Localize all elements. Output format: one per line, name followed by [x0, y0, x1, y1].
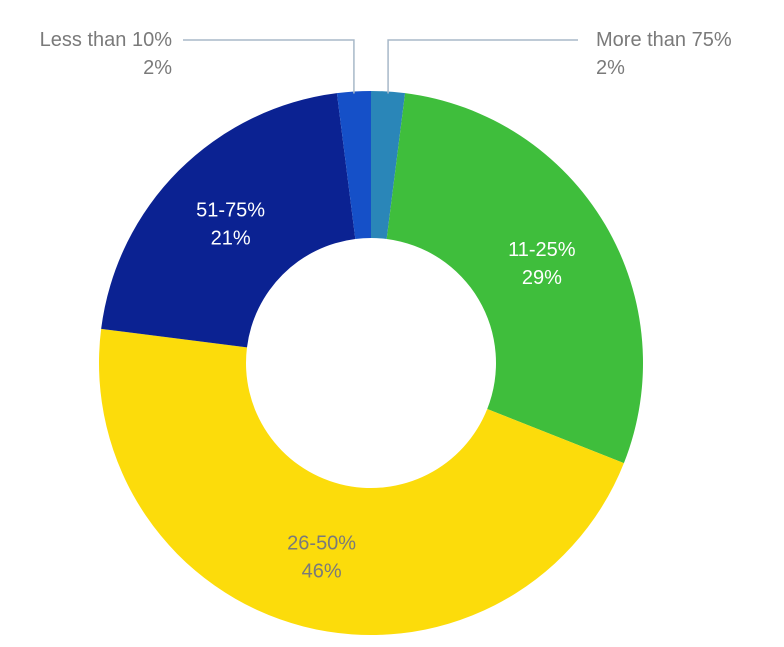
donut-segment	[371, 91, 406, 239]
value-label: 2%	[596, 57, 625, 79]
slice-label: 51-75%	[196, 200, 265, 222]
slice-label: More than 75%	[596, 29, 732, 51]
value-label: 2%	[143, 57, 172, 79]
value-label: 29%	[522, 267, 562, 289]
slice-label: 26-50%	[287, 532, 356, 554]
leader-line	[183, 39, 355, 94]
slice-label: 11-25%	[508, 239, 576, 261]
donut-segment	[99, 328, 624, 636]
donut-segment	[336, 91, 371, 239]
leader-line	[387, 39, 578, 94]
value-label: 46%	[302, 560, 342, 582]
value-label: 21%	[211, 228, 251, 250]
donut-segment	[101, 93, 356, 348]
slice-label: Less than 10%	[40, 29, 173, 51]
donut-segment	[386, 93, 643, 464]
